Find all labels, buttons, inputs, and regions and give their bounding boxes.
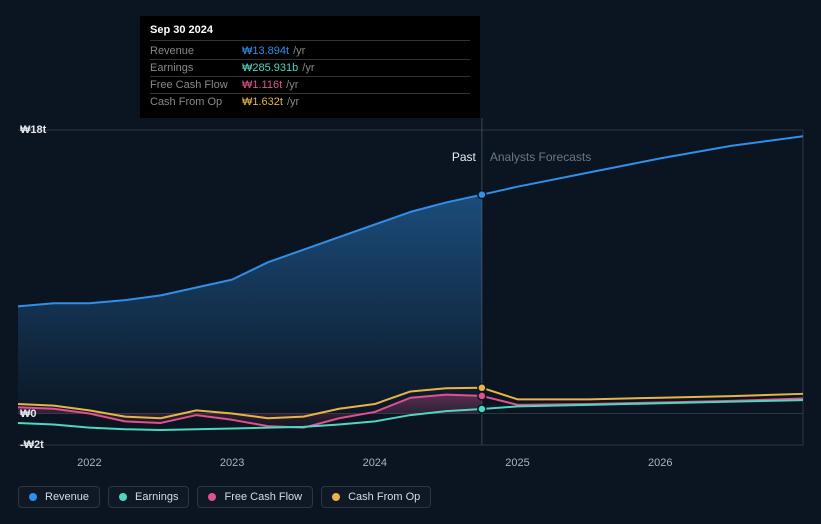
legend-item[interactable]: Cash From Op [321, 486, 431, 508]
legend-item[interactable]: Free Cash Flow [197, 486, 313, 508]
tooltip-date: Sep 30 2024 [150, 24, 470, 41]
tooltip-row: Earnings₩285.931b/yr [150, 60, 470, 77]
y-axis-label: ₩18t [20, 124, 46, 136]
tooltip-row-value: ₩285.931b [242, 62, 298, 74]
marker-earnings [478, 405, 486, 413]
tooltip-row-label: Earnings [150, 62, 242, 74]
x-axis-label: 2026 [648, 457, 672, 469]
chart-tooltip: Sep 30 2024 Revenue₩13.894t/yrEarnings₩2… [140, 16, 480, 118]
tooltip-row: Free Cash Flow₩1.116t/yr [150, 77, 470, 94]
tooltip-row-label: Free Cash Flow [150, 79, 242, 91]
legend-dot-icon [29, 493, 37, 501]
y-axis-label: ₩0 [20, 408, 37, 420]
legend-label: Free Cash Flow [224, 491, 302, 503]
x-axis-label: 2022 [77, 457, 101, 469]
x-axis-label: 2023 [220, 457, 244, 469]
past-section-label: Past [452, 150, 476, 164]
legend-item[interactable]: Revenue [18, 486, 100, 508]
marker-free_cash_flow [478, 392, 486, 400]
legend-label: Revenue [45, 491, 89, 503]
tooltip-row-value: ₩13.894t [242, 45, 289, 57]
legend-label: Cash From Op [348, 491, 420, 503]
x-axis-label: 2025 [505, 457, 529, 469]
legend-item[interactable]: Earnings [108, 486, 189, 508]
tooltip-row-label: Revenue [150, 45, 242, 57]
forecast-section-label: Analysts Forecasts [490, 150, 591, 164]
y-axis-label: -₩2t [20, 439, 44, 451]
legend-dot-icon [332, 493, 340, 501]
tooltip-row-unit: /yr [287, 96, 299, 108]
tooltip-row-label: Cash From Op [150, 96, 242, 108]
financials-chart: Sep 30 2024 Revenue₩13.894t/yrEarnings₩2… [0, 0, 821, 524]
tooltip-row: Revenue₩13.894t/yr [150, 43, 470, 60]
marker-revenue [478, 191, 486, 199]
tooltip-row-value: ₩1.632t [242, 96, 283, 108]
chart-legend: Revenue Earnings Free Cash Flow Cash From O… [18, 486, 431, 508]
legend-dot-icon [208, 493, 216, 501]
marker-cash_from_op [478, 384, 486, 392]
tooltip-row: Cash From Op₩1.632t/yr [150, 94, 470, 110]
legend-label: Earnings [135, 491, 178, 503]
tooltip-row-unit: /yr [302, 62, 314, 74]
tooltip-row-value: ₩1.116t [242, 79, 282, 91]
legend-dot-icon [119, 493, 127, 501]
x-axis-label: 2024 [363, 457, 387, 469]
tooltip-row-unit: /yr [293, 45, 305, 57]
tooltip-row-unit: /yr [286, 79, 298, 91]
